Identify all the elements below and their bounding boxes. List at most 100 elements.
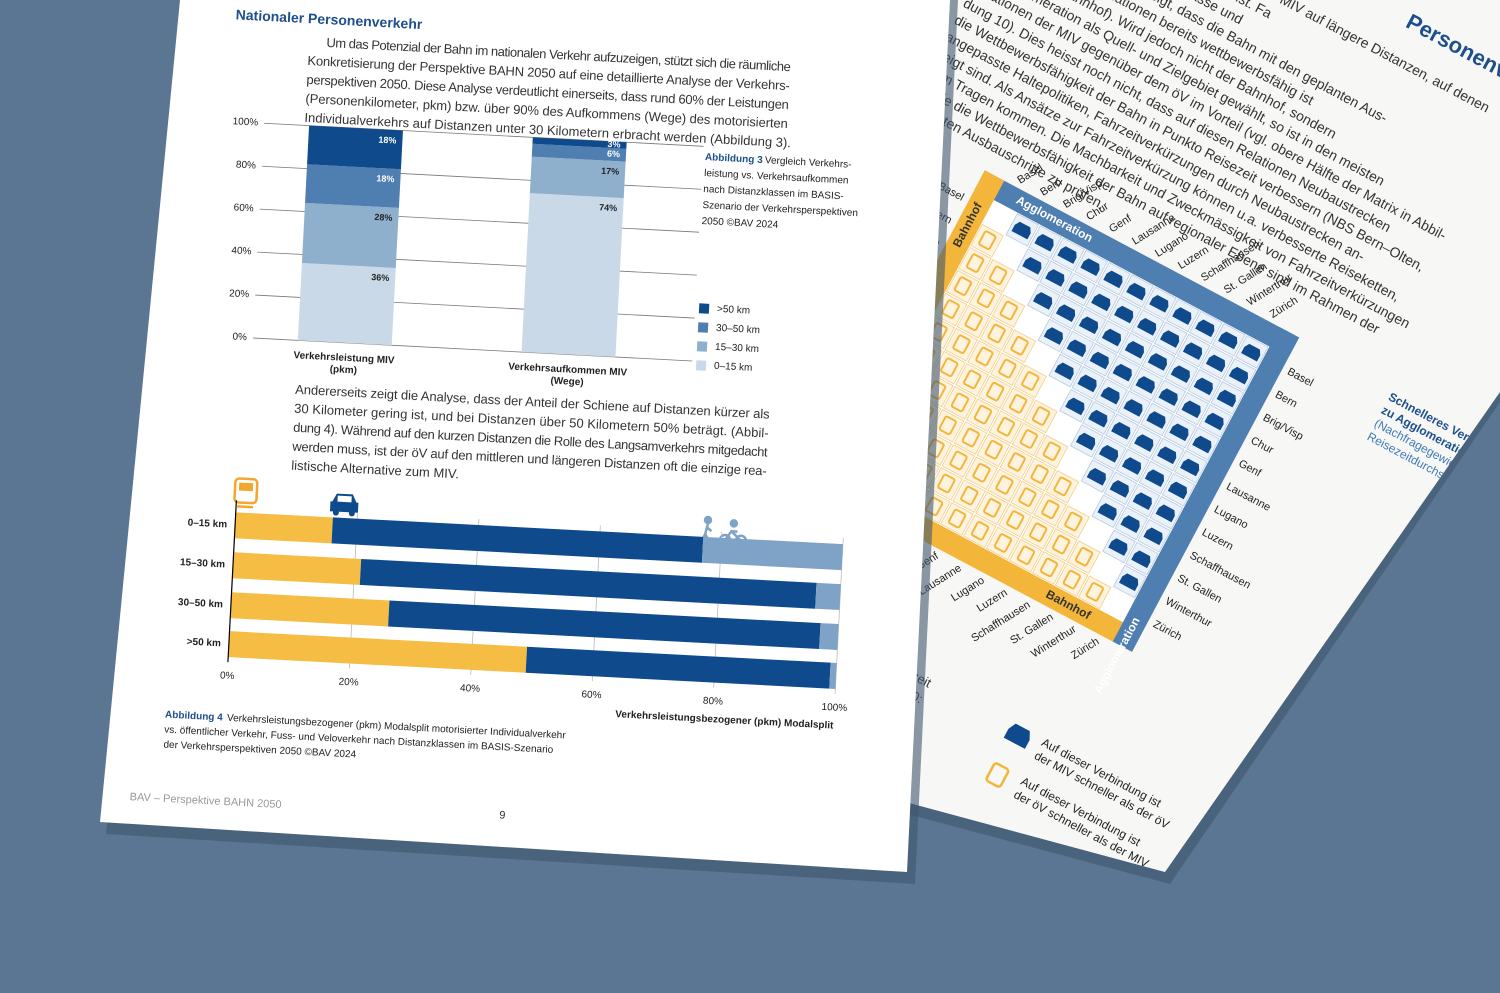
y-tick-label: 0% [232,332,247,344]
train-icon [1007,452,1026,472]
train-icon [996,417,1016,437]
matrix-cell [979,317,1014,351]
train-icon [964,311,983,332]
car-icon [1077,374,1097,393]
legend-car-icon [1003,723,1030,749]
matrix-cell [998,503,1032,538]
bar-segment [301,202,399,268]
train-icon [949,450,968,471]
train-icon [970,521,990,541]
bar-segment [521,193,624,357]
bar-segment [228,631,528,673]
car-icon [1011,221,1031,240]
train-icon [940,357,959,377]
train-icon [1006,510,1025,530]
car-icon [1155,504,1175,523]
car-icon [1157,446,1177,465]
train-icon [1018,487,1037,507]
legend-label: 15–30 km [715,342,759,355]
y-tick-label: >50 km [186,637,221,650]
matrix-cell [1022,457,1057,492]
y-tick-label: 80% [236,160,257,172]
matrix-cell [955,363,989,397]
train-icon [1030,464,1049,484]
train-icon [1016,545,1036,565]
bar-segment [232,552,362,585]
train-icon [1062,569,1081,590]
car-icon [1228,366,1249,385]
legend-swatch [698,303,710,314]
car-icon [1158,388,1178,406]
train-icon [978,230,997,250]
car-icon [1075,432,1096,451]
train-icon [975,346,994,367]
bar-segment [531,143,627,162]
matrix-cell [1034,434,1069,469]
train-icon [973,404,993,425]
train-icon [1041,499,1060,520]
matrix-cell [1044,528,1078,562]
x-tick-label: 100% [821,702,847,714]
car-icon [1088,409,1108,428]
train-icon [950,392,970,413]
train-icon [986,381,1005,402]
train-icon [1074,546,1094,567]
car-icon [1100,386,1120,405]
value-label: 3% [607,139,621,150]
matrix-cell [975,491,1009,526]
train-icon [1031,406,1051,426]
matrix-cell [929,467,963,501]
car-icon [1101,328,1122,347]
car-icon [1131,550,1151,569]
car-icon [1170,365,1190,383]
matrix-cell [1008,538,1043,573]
train-icon [233,477,259,509]
car-icon [1143,527,1163,546]
caption-line: Vergleich Verkehrs- [765,155,852,171]
y-tick-label: 100% [232,116,258,128]
car-icon [1180,458,1200,477]
train-icon [1053,476,1072,497]
car-icon [1192,435,1212,454]
matrix-cell [941,444,976,478]
matrix-cell [953,421,988,455]
value-label: 6% [607,149,621,160]
train-icon [984,440,1003,460]
matrix-cell [1001,387,1035,422]
page-number: 9 [499,809,506,821]
train-icon [1039,557,1059,578]
car-icon [1098,444,1119,463]
car-icon [329,493,359,517]
matrix-cell [978,375,1012,409]
matrix-cell [1077,575,1112,610]
matrix-cell [965,398,1000,432]
car-icon [1066,339,1086,358]
matrix-cell [1021,515,1055,550]
band-agglo-top [974,170,1300,357]
bar-segment [359,558,817,609]
car-icon [1126,282,1146,301]
x-tick-label-line: (pkm) [329,364,357,376]
bar-segment [529,156,626,199]
car-icon [1216,389,1236,408]
car-icon [1057,246,1077,264]
car-icon [1103,270,1123,289]
car-icon [1146,411,1166,429]
train-icon [1085,582,1104,602]
matrix-cell [1067,540,1101,574]
matrix-cell [987,468,1021,503]
train-icon [1010,335,1029,356]
car-icon [1111,422,1131,440]
matrix-cell [944,327,978,362]
matrix-cell [956,304,991,339]
caption-label: Abbildung 4 [165,710,224,724]
train-icon [960,485,979,506]
x-tick-label: 80% [703,696,724,708]
x-tick-label: 0% [220,670,235,682]
train-icon [972,462,991,483]
bar-segment [305,164,401,208]
bar-segment [525,646,831,689]
train-icon [987,323,1006,344]
